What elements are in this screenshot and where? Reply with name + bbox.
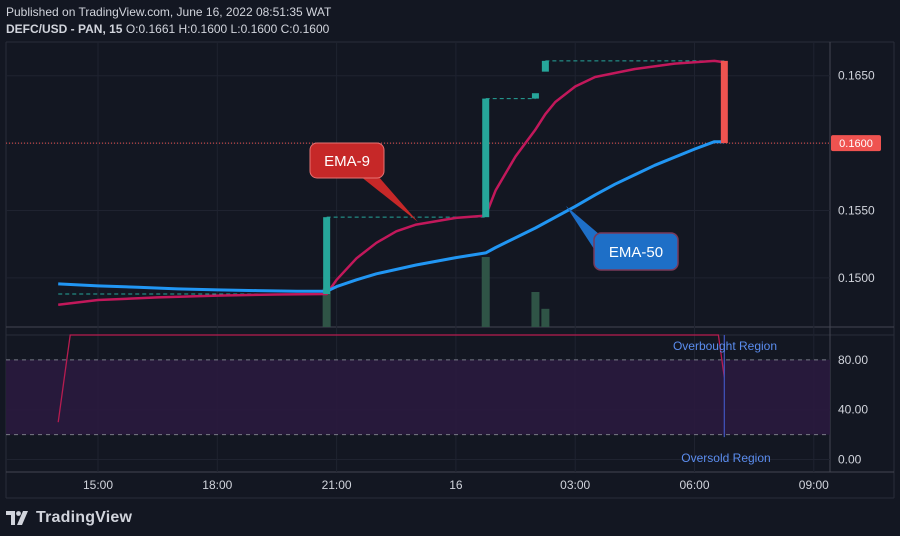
rsi-tick-0: 80.00 bbox=[838, 353, 868, 367]
last-price-badge-label: 0.1600 bbox=[839, 138, 873, 150]
rsi-axis[interactable]: 80.00 40.00 0.00 bbox=[838, 353, 868, 467]
ema9-line bbox=[58, 59, 725, 307]
price-tick-3: 0.1500 bbox=[838, 271, 875, 285]
ema50-callout-label: EMA-50 bbox=[609, 244, 663, 261]
ema9-callout-pointer bbox=[360, 176, 418, 222]
candle-4 bbox=[720, 60, 728, 144]
volume-layer bbox=[322, 257, 550, 327]
time-axis[interactable]: 15:00 18:00 21:00 16 03:00 06:00 09:00 bbox=[83, 478, 829, 492]
rsi-tick-1: 40.00 bbox=[838, 403, 868, 417]
time-tick-6: 09:00 bbox=[799, 478, 829, 492]
volume-bar-0 bbox=[322, 288, 331, 327]
time-tick-0: 15:00 bbox=[83, 478, 113, 492]
candle-3 bbox=[541, 60, 549, 72]
chart-header: Published on TradingView.com, June 16, 2… bbox=[0, 0, 900, 40]
last-price-badge: 0.1600 bbox=[831, 135, 881, 152]
volume-bar-3 bbox=[541, 308, 550, 327]
ema-layer bbox=[58, 59, 725, 307]
candle-1 bbox=[482, 98, 490, 218]
price-tick-0: 0.1650 bbox=[838, 69, 875, 83]
dashed-levels bbox=[58, 60, 725, 295]
candle-2 bbox=[531, 93, 539, 99]
volume-bar-2 bbox=[531, 292, 540, 327]
symbol-ohlc: DEFC/USD - PAN, 15 O:0.1661 H:0.1600 L:0… bbox=[6, 22, 329, 36]
time-tick-2: 21:00 bbox=[322, 478, 352, 492]
published-text: Published on TradingView.com, June 16, 2… bbox=[6, 5, 332, 19]
ema50-callout-box bbox=[593, 232, 679, 271]
overbought-label: Overbought Region bbox=[673, 339, 777, 353]
time-tick-4: 03:00 bbox=[560, 478, 590, 492]
price-axis[interactable]: 0.1650 0.1600 0.1550 0.1500 bbox=[838, 69, 875, 285]
time-tick-3: 16 bbox=[449, 478, 463, 492]
brand-name: TradingView bbox=[36, 509, 133, 526]
ema9-callout-box bbox=[309, 142, 385, 179]
tradingview-logo-icon bbox=[6, 511, 28, 525]
time-tick-1: 18:00 bbox=[202, 478, 232, 492]
ema50-line bbox=[58, 140, 725, 293]
candles[interactable] bbox=[323, 60, 728, 294]
rsi-line bbox=[57, 334, 725, 423]
ohlc-values: O:0.1661 H:0.1600 L:0.1600 C:0.1600 bbox=[125, 22, 330, 36]
ema9-callout-label: EMA-9 bbox=[324, 153, 370, 170]
rsi-tick-2: 0.00 bbox=[838, 453, 862, 467]
candle-0 bbox=[323, 217, 331, 294]
last-price-badge-bg bbox=[831, 135, 881, 152]
ema9-callout: EMA-9 bbox=[309, 142, 418, 222]
rsi-band bbox=[6, 359, 830, 435]
time-tick-5: 06:00 bbox=[679, 478, 709, 492]
price-tick-2: 0.1550 bbox=[838, 203, 875, 217]
volume-bar-1 bbox=[481, 257, 490, 327]
rsi-layer bbox=[57, 334, 725, 438]
rsi-band-layer bbox=[6, 359, 830, 436]
symbol-label: DEFC/USD - PAN, 15 bbox=[6, 22, 123, 36]
ema50-callout: EMA-50 bbox=[566, 206, 679, 271]
oversold-label: Oversold Region bbox=[681, 451, 770, 465]
brand[interactable]: TradingView bbox=[6, 506, 132, 530]
